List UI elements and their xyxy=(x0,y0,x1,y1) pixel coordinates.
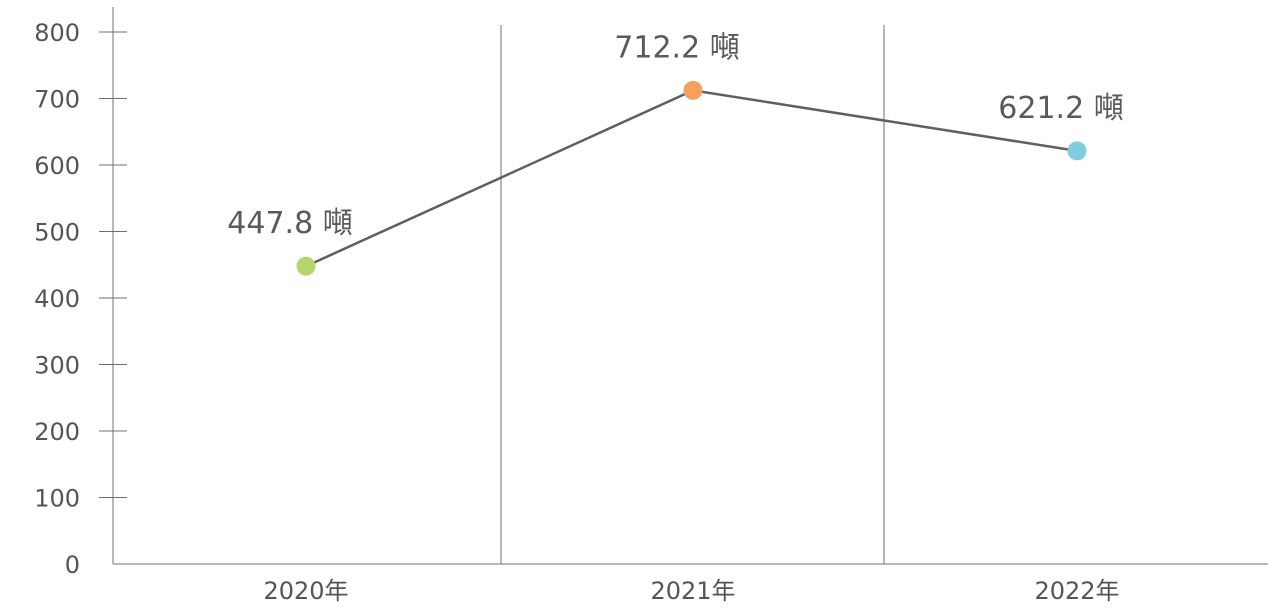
data-point-layer xyxy=(296,80,1087,276)
series-line xyxy=(305,89,1078,268)
data-label: 621.2 噸 xyxy=(998,91,1123,126)
y-tick-label: 200 xyxy=(34,418,80,446)
data-label-layer: 447.8 噸 712.2 噸 621.2 噸 xyxy=(227,30,1123,241)
y-tick-label: 0 xyxy=(65,551,80,579)
series-line-layer xyxy=(305,89,1078,268)
y-tick-label: 700 xyxy=(34,86,80,114)
grid-layer xyxy=(500,25,885,564)
x-tick-label: 2020年 xyxy=(263,577,348,605)
x-tick-label: 2022年 xyxy=(1034,577,1119,605)
x-tick-label: 2021年 xyxy=(650,577,735,605)
y-tick-label: 100 xyxy=(34,485,80,513)
data-label: 447.8 噸 xyxy=(227,206,352,241)
axis-layer: 0 100 200 300 400 500 600 700 800 2020年 2021年 2022年 xyxy=(34,7,1268,605)
y-tick-label: 600 xyxy=(34,152,80,180)
y-tick-label: 300 xyxy=(34,352,80,380)
data-point xyxy=(1067,141,1087,161)
data-point xyxy=(683,80,703,100)
y-tick-label: 500 xyxy=(34,219,80,247)
y-tick-label: 400 xyxy=(34,285,80,313)
data-point xyxy=(296,256,316,276)
y-tick-label: 800 xyxy=(34,19,80,47)
data-label: 712.2 噸 xyxy=(614,30,739,65)
